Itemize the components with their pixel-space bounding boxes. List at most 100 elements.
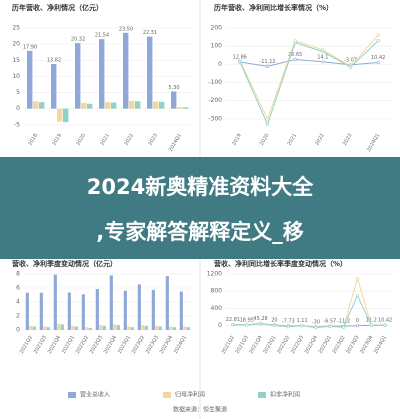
x-tick-label: 2020 — [75, 133, 87, 147]
x-tick-label: 2018 — [27, 133, 39, 147]
point — [321, 60, 325, 64]
point — [383, 323, 387, 327]
point — [293, 40, 297, 45]
point — [231, 323, 235, 327]
y-tick-label: 0 — [218, 61, 222, 68]
x-tick-label: 2024Q1 — [173, 335, 188, 355]
x-tick-label: 2024Q1 — [168, 133, 183, 153]
bar — [43, 326, 47, 330]
bar — [57, 323, 61, 330]
bar — [130, 327, 134, 330]
data-label: 23.50 — [119, 26, 133, 32]
bar — [95, 289, 99, 330]
bar — [177, 107, 183, 109]
data-label: 17.90 — [23, 44, 37, 50]
bar — [111, 102, 117, 109]
y-tick-label: 4 — [16, 299, 20, 306]
data-label: 1.11 — [297, 318, 308, 324]
source: 数据来源：恒生聚源 — [173, 406, 227, 414]
bar — [102, 325, 106, 330]
point — [300, 324, 304, 328]
data-label: -3.07 — [344, 57, 357, 63]
x-tick-label: 2021Q4 — [47, 335, 62, 355]
y-tick-label: 6 — [16, 285, 20, 292]
y-tick-label: 400 — [211, 305, 223, 312]
data-label: 22.31 — [143, 30, 157, 36]
bar — [159, 101, 165, 109]
bar — [109, 275, 113, 330]
point — [245, 323, 249, 327]
bar — [183, 107, 189, 109]
chart-title: 历年营收、净利情况（亿元） — [12, 3, 103, 12]
chart-title: 营收、净利同比增长率季度变动情况（%） — [214, 259, 347, 268]
legend-swatch — [68, 392, 76, 398]
bar — [74, 326, 78, 330]
bar — [53, 274, 57, 330]
x-tick-label: 2023 — [147, 133, 159, 147]
point — [238, 60, 242, 64]
bar — [127, 326, 131, 330]
bar — [51, 64, 57, 109]
y-tick-label: 5 — [16, 89, 20, 96]
bar — [81, 102, 87, 109]
data-label: 18.95 — [240, 317, 254, 323]
bar — [25, 292, 29, 330]
line — [239, 40, 379, 126]
bar — [27, 50, 33, 109]
data-label: 20.32 — [71, 37, 85, 43]
bar — [123, 290, 127, 330]
bar — [165, 276, 169, 330]
point — [265, 117, 270, 121]
y-tick-label: -100 — [208, 79, 222, 86]
bar — [81, 294, 85, 330]
point — [265, 122, 270, 126]
data-label: 26.65 — [288, 52, 302, 58]
bar — [171, 91, 177, 109]
bar — [147, 36, 153, 109]
bar — [39, 102, 45, 109]
bar — [155, 325, 159, 330]
y-tick-label: 10 — [12, 73, 20, 80]
point — [355, 276, 360, 280]
point — [293, 57, 297, 62]
point — [272, 323, 277, 328]
y-tick-label: 800 — [211, 288, 223, 295]
point — [265, 64, 270, 68]
point — [321, 50, 325, 54]
x-tick-label: 2023Q3 — [145, 335, 160, 355]
x-tick-label: 2023Q4 — [159, 335, 174, 355]
banner-line: 2024新奥精准资料大全 — [87, 175, 314, 199]
line — [239, 34, 379, 121]
x-tick-label: 2023 — [342, 133, 354, 147]
y-tick-label: 0 — [218, 322, 222, 329]
data-label: 12.86 — [233, 55, 247, 61]
bar — [183, 326, 187, 330]
bar — [123, 32, 129, 109]
data-label: 0 — [356, 318, 359, 324]
data-label: 14.1 — [317, 54, 328, 60]
data-label: 45.28 — [253, 316, 267, 322]
x-tick-label: 2024Q1 — [366, 133, 381, 153]
data-label: -30 — [312, 319, 320, 325]
banner-line: ,专家解答解释定义_移 — [96, 220, 303, 244]
x-tick-label: 2022 — [123, 133, 135, 147]
point — [376, 33, 380, 37]
data-label: 10.42 — [371, 55, 385, 61]
x-tick-label: 2022 — [314, 133, 326, 147]
x-tick-label: 2019 — [231, 133, 243, 147]
chart-title: 营收、净利季度变动情况（亿元） — [12, 259, 117, 268]
x-tick-label: 2021Q2 — [19, 335, 34, 355]
data-label: 20 — [271, 317, 277, 323]
bar — [116, 325, 120, 330]
point — [376, 60, 380, 65]
bar — [75, 43, 81, 109]
point — [376, 39, 380, 43]
bar — [39, 292, 43, 330]
x-tick-label: 2021 — [287, 133, 299, 147]
data-label: 22.81 — [226, 317, 240, 323]
bar — [179, 291, 183, 330]
x-tick-label: 2023Q2 — [131, 335, 146, 355]
x-tick-label: 2022Q2 — [75, 335, 90, 355]
point — [355, 324, 360, 328]
